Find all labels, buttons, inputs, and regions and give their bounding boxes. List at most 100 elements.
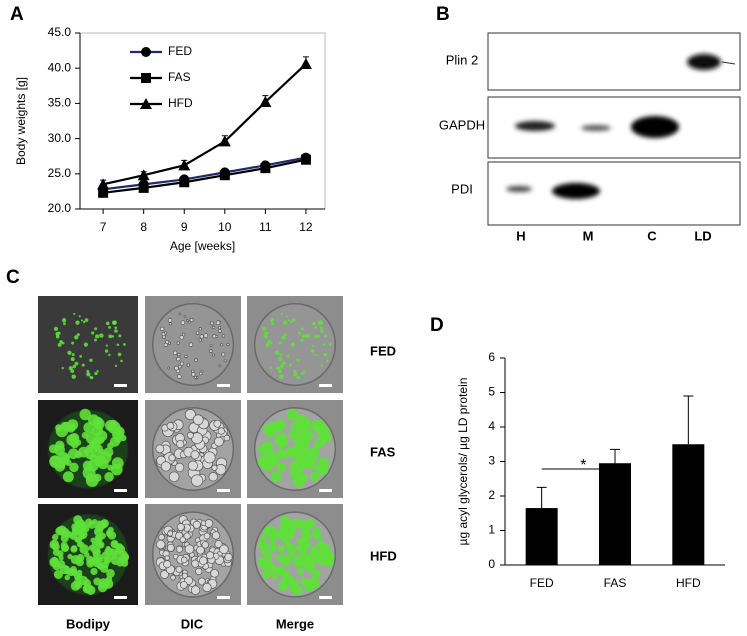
droplet	[320, 364, 324, 368]
droplet	[297, 567, 305, 576]
droplet	[298, 545, 307, 555]
droplet	[312, 568, 321, 578]
droplet	[94, 556, 104, 566]
droplet	[186, 363, 191, 367]
droplet	[218, 364, 222, 368]
droplet	[203, 333, 209, 338]
panel-letter: A	[10, 4, 24, 25]
micrographs	[38, 296, 343, 605]
droplet	[97, 541, 105, 549]
droplet	[201, 541, 209, 549]
droplet	[322, 343, 325, 347]
droplet	[166, 422, 175, 430]
droplet	[198, 371, 203, 376]
droplet	[208, 349, 213, 353]
droplet	[292, 450, 302, 460]
droplet	[164, 555, 170, 561]
marker	[260, 163, 271, 174]
scale-bar	[217, 489, 230, 492]
micro-row-label: HFD	[370, 548, 397, 563]
droplet	[71, 353, 75, 357]
micro-col-label: DIC	[181, 616, 204, 631]
droplet	[176, 374, 182, 380]
droplet	[303, 541, 311, 549]
droplet	[85, 474, 99, 487]
droplet	[82, 320, 86, 324]
droplet	[168, 322, 173, 326]
droplet	[325, 434, 333, 442]
droplet	[286, 544, 297, 554]
droplet	[311, 349, 315, 353]
droplet	[264, 335, 268, 339]
droplet	[275, 350, 280, 355]
droplet	[312, 321, 316, 326]
droplet	[272, 574, 278, 581]
droplet	[84, 318, 89, 322]
droplet	[278, 440, 287, 449]
droplet	[120, 552, 130, 562]
droplet	[108, 353, 111, 357]
droplet	[58, 555, 64, 561]
marker	[300, 154, 311, 165]
droplet	[196, 545, 205, 555]
droplet	[215, 464, 227, 476]
droplet	[106, 568, 115, 578]
droplet	[109, 419, 118, 428]
droplet	[223, 359, 227, 363]
droplet	[107, 531, 117, 540]
micro-row-label: FAS	[370, 444, 396, 459]
droplet	[223, 434, 231, 442]
droplet	[90, 567, 98, 576]
droplet	[324, 334, 328, 338]
x-tick-label: 9	[181, 220, 188, 234]
droplet	[215, 320, 221, 326]
droplet	[319, 427, 327, 435]
droplet	[260, 534, 267, 541]
droplet	[176, 523, 185, 531]
droplet	[297, 331, 302, 335]
droplet	[86, 372, 91, 377]
droplet	[87, 414, 100, 426]
series-line	[102, 63, 307, 186]
droplet	[199, 334, 204, 339]
droplet	[310, 472, 320, 482]
droplet	[114, 329, 118, 333]
droplet	[314, 353, 317, 357]
droplet	[76, 333, 80, 337]
droplet	[71, 523, 80, 531]
droplet	[195, 567, 203, 576]
error-bar	[610, 448, 620, 464]
droplet	[283, 572, 290, 579]
droplet	[79, 408, 91, 421]
droplet	[57, 342, 62, 347]
blot-row-label: Plin 2	[446, 52, 479, 67]
y-tick-label: 1	[488, 523, 495, 537]
droplet	[177, 364, 182, 369]
droplet	[187, 460, 198, 471]
droplet	[305, 451, 318, 464]
droplet	[78, 532, 86, 540]
droplet	[72, 364, 76, 369]
y-axis-label: µg acyl glycerols/ µg LD protein	[456, 378, 470, 546]
droplet	[302, 370, 306, 373]
band	[506, 186, 532, 192]
droplet	[53, 570, 63, 580]
droplet	[300, 338, 304, 342]
droplet	[61, 530, 68, 537]
band	[515, 121, 555, 131]
droplet	[86, 559, 95, 568]
droplet	[270, 471, 282, 483]
droplet	[69, 462, 79, 473]
droplet	[314, 334, 319, 339]
droplet	[285, 532, 293, 540]
droplet	[70, 440, 79, 449]
droplet	[294, 520, 303, 529]
droplet	[210, 569, 219, 578]
droplet	[317, 335, 321, 338]
droplet	[191, 372, 196, 377]
droplet	[67, 350, 72, 355]
droplet	[81, 431, 89, 439]
droplet	[198, 327, 202, 331]
marker	[97, 178, 110, 190]
droplet	[175, 565, 183, 573]
